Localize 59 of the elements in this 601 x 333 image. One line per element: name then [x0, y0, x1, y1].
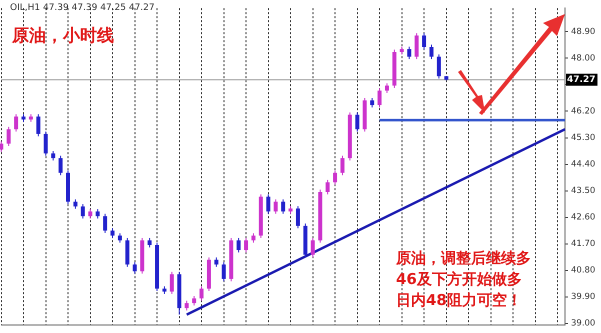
y-tick-label: 48.00 [571, 53, 596, 64]
y-tick-label: 44.40 [571, 159, 596, 170]
candlestick [333, 170, 338, 186]
candlestick [80, 204, 85, 220]
ref-line-label: 47.27 [567, 75, 596, 86]
annotation: 原油，调整后继续多 [396, 248, 531, 269]
candlestick [340, 155, 344, 176]
candlestick [132, 262, 137, 274]
candlestick [429, 44, 434, 60]
y-tick-label: 43.50 [571, 186, 596, 196]
candlestick [110, 228, 115, 238]
y-tick-label: 39.00 [571, 318, 596, 329]
candlestick [274, 198, 278, 214]
candlestick [184, 300, 189, 311]
candlestick [244, 237, 248, 253]
y-tick-label: 42.60 [571, 212, 596, 223]
y-tick-label: 45.30 [571, 132, 596, 143]
candlestick [6, 126, 11, 147]
candlestick [200, 286, 204, 302]
candlestick [58, 155, 63, 176]
candlestick [222, 262, 226, 282]
candlestick [251, 232, 256, 244]
annotation: OIL,H1 47.39 47.39 47.25 47.27 [10, 3, 155, 13]
candlestick [266, 194, 270, 214]
y-tick-label: 39.90 [571, 292, 596, 302]
candlestick [73, 198, 78, 210]
y-tick-label: 48.90 [571, 26, 596, 37]
candlestick [355, 112, 360, 132]
candlestick [384, 82, 389, 94]
candlestick [414, 32, 419, 60]
candlestick [96, 208, 100, 220]
candlestick [281, 198, 286, 214]
candlestick [170, 271, 174, 294]
candlestick [51, 150, 56, 161]
candlestick [436, 54, 441, 80]
y-tick-label: 46.20 [571, 106, 596, 116]
candlestick [44, 131, 48, 156]
y-tick-label: 41.70 [571, 239, 596, 250]
text: 原油，小时线 [12, 25, 114, 47]
candlestick [214, 256, 218, 268]
annotation: 46及下方开始做多 [396, 269, 523, 290]
candlestick [422, 32, 426, 50]
candlestick [370, 97, 374, 108]
candlestick [36, 114, 40, 137]
candlestick [192, 296, 196, 306]
annotation: 日内48阻力可空！ [396, 290, 523, 311]
candlestick [236, 237, 241, 253]
candlestick [118, 232, 122, 244]
candlestick [0, 140, 4, 152]
y-tick-label: 40.80 [571, 266, 596, 276]
candlestick [148, 237, 152, 248]
candlestick [103, 213, 108, 234]
candlestick [296, 206, 300, 229]
candlestick [407, 46, 412, 60]
candlestick [88, 208, 92, 220]
candlestick [326, 179, 330, 195]
candlestick [14, 114, 18, 132]
candlestick [310, 237, 315, 258]
candlestick [378, 88, 382, 108]
